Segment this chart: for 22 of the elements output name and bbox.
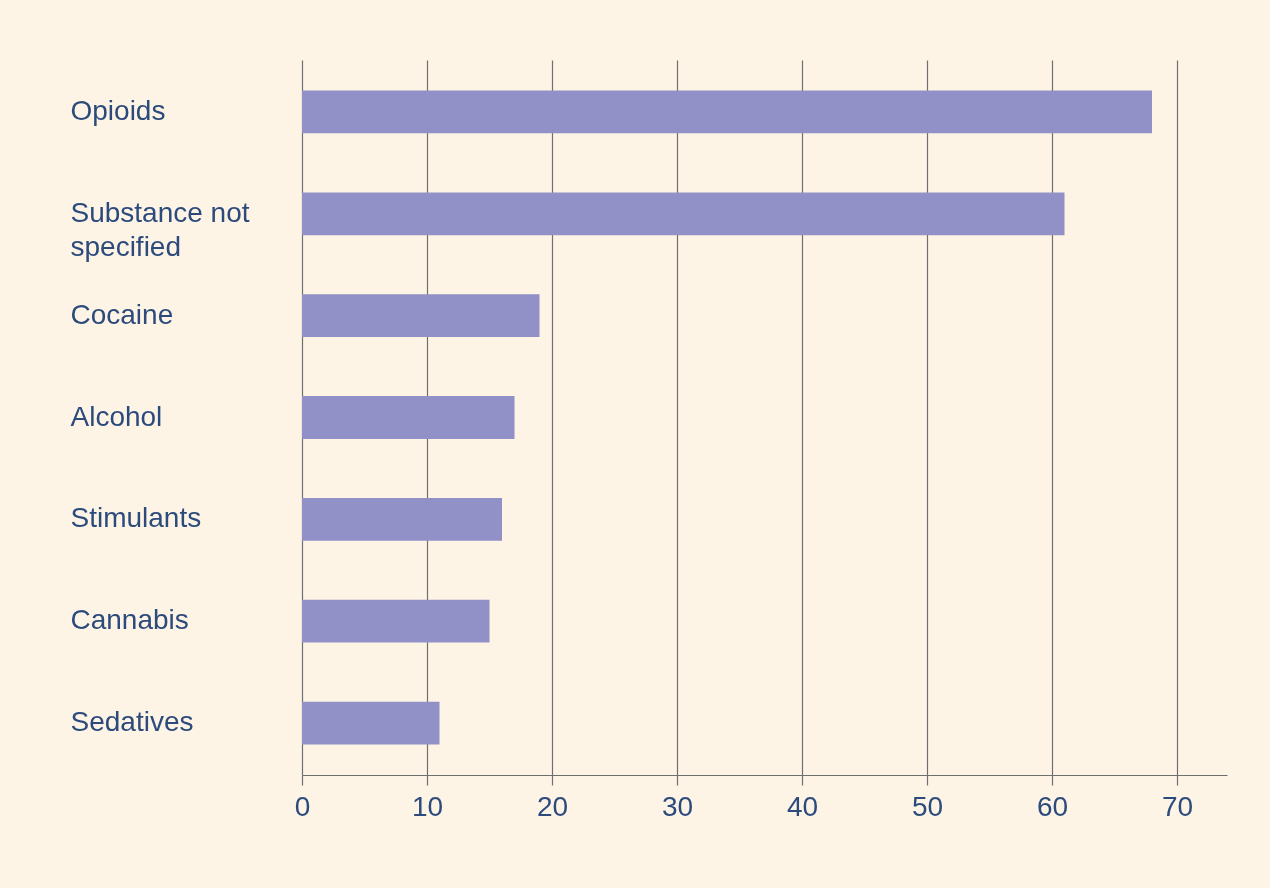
x-tick-label: 40: [786, 790, 819, 822]
x-tick-label: 20: [536, 790, 569, 822]
bar: [302, 396, 515, 439]
y-tick-label: Stimulants: [70, 502, 202, 534]
x-tick-label: 50: [911, 790, 944, 822]
y-tick-label: Sedatives: [70, 706, 194, 738]
bar: [302, 497, 502, 541]
bar: [302, 701, 440, 745]
x-tick-label: 30: [661, 790, 694, 822]
y-tick-label: Alcohol: [70, 400, 163, 432]
x-tick-label: 0: [294, 790, 311, 822]
y-tick-label: Cocaine: [70, 298, 174, 330]
y-tick-label: Substance not specified: [70, 196, 250, 262]
y-tick-label: Opioids: [70, 94, 166, 126]
y-tick-label: Cannabis: [70, 604, 189, 636]
x-tick-label: 60: [1036, 790, 1069, 822]
bar: [302, 90, 1152, 134]
x-tick-label: 10: [411, 790, 444, 822]
bar: [302, 599, 490, 643]
bar: [302, 192, 1065, 236]
x-tick-label: 70: [1161, 790, 1194, 822]
bar: [302, 294, 540, 338]
